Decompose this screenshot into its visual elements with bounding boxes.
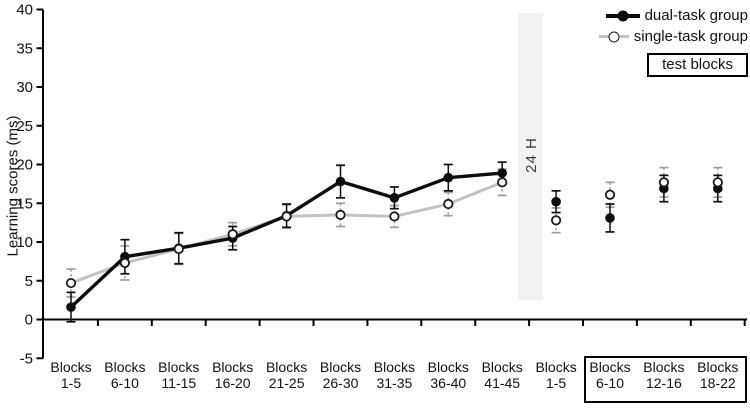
dual-task-point: [335, 176, 346, 187]
single-task-point: [335, 209, 346, 220]
x-category-label: Blocks 11-15: [158, 359, 200, 391]
x-category-label: Blocks 1-5: [50, 359, 92, 391]
y-tick-label: 30: [16, 79, 33, 96]
single-task-point: [497, 177, 508, 188]
dual-task-point: [443, 172, 454, 183]
single-task-line-marker-icon: [598, 31, 629, 42]
y-tick-label: 20: [16, 157, 33, 174]
axes: -5 0 5 10 15 20 25 30 35 40: [16, 2, 747, 367]
x-category-label: Blocks 18-22: [697, 359, 739, 391]
x-category-label: Blocks 16-20: [212, 359, 254, 391]
dual-task-point: [389, 193, 400, 203]
x-category-label: Blocks 6-10: [589, 359, 631, 391]
y-tick-label: 15: [16, 195, 33, 212]
x-category-label: Blocks 36-40: [427, 359, 469, 391]
dual-task-point: [66, 302, 76, 312]
single-task-line: [69, 180, 504, 285]
single-task-point: [550, 215, 562, 226]
single-task-point: [227, 229, 238, 240]
x-category-label: Blocks 41-45: [481, 359, 523, 391]
single-task-point: [443, 198, 454, 210]
y-tick-label: 0: [25, 312, 33, 329]
legend-label-single-task: single-task group: [633, 28, 748, 45]
dual-task-line-marker-icon: [605, 10, 640, 21]
single-task-point: [65, 277, 77, 289]
single-task-point: [658, 177, 670, 188]
x-category-label: Blocks 6-10: [104, 359, 146, 391]
y-tick-label: 5: [25, 273, 33, 290]
legend-label-dual-task: dual-task group: [644, 7, 748, 24]
legend: dual-task group single-task group test b…: [598, 5, 748, 77]
dual-task-point: [551, 196, 561, 207]
single-task-point: [281, 211, 292, 222]
x-category-label: Blocks 1-5: [535, 359, 577, 391]
x-category-label: Blocks 12-16: [643, 359, 685, 391]
y-tick-label: 40: [16, 2, 33, 19]
series-lines: [69, 171, 504, 309]
series-markers: [65, 168, 723, 312]
y-tick-label: 10: [16, 234, 33, 251]
test-blocks-label: test blocks: [647, 53, 748, 77]
error-bars: [66, 161, 723, 323]
legend-item-dual-task: dual-task group: [605, 7, 748, 24]
dual-task-point: [497, 168, 508, 178]
single-task-point: [119, 257, 131, 269]
dual-task-line: [69, 171, 504, 309]
retention-interval-label: 24 H: [523, 137, 540, 173]
y-tick-label: 35: [16, 40, 33, 57]
y-axis-title: Learning scores (ms): [4, 115, 22, 257]
single-task-point: [712, 177, 723, 188]
y-tick-label: 25: [16, 118, 33, 135]
y-tick-label: -5: [20, 350, 33, 367]
test-blocks-outline: [584, 356, 747, 403]
x-category-label: Blocks 21-25: [265, 359, 308, 391]
single-task-point: [604, 189, 616, 200]
single-task-point: [173, 243, 184, 255]
legend-item-single-task: single-task group: [598, 28, 748, 45]
dual-task-point: [605, 213, 615, 223]
x-category-label: Blocks 26-30: [319, 359, 362, 391]
single-task-point: [389, 211, 400, 222]
x-category-label: Blocks 31-35: [373, 359, 415, 391]
retention-interval-band: [518, 13, 543, 300]
